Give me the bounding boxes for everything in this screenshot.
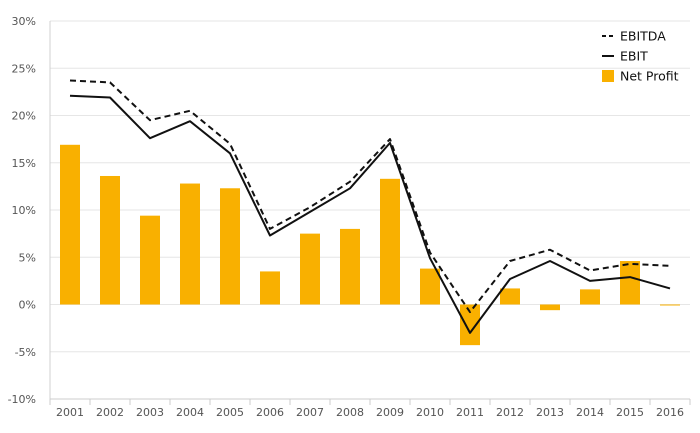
x-tick-label: 2016 [656,406,684,419]
net-profit-bar [260,271,280,305]
x-tick-label: 2004 [176,406,204,419]
x-tick-label: 2013 [536,406,564,419]
x-tick-label: 2006 [256,406,284,419]
y-tick-label: 20% [12,110,36,123]
x-tick-label: 2001 [56,406,84,419]
ebit-line [69,94,671,334]
y-tick-label: 10% [12,204,36,217]
x-tick-label: 2002 [96,406,124,419]
net-profit-bar [60,144,80,305]
legend: EBITDA EBIT Net Profit [602,29,679,84]
y-tick-label: 30% [12,15,36,28]
x-tick-label: 2010 [416,406,444,419]
y-tick-label: 25% [12,62,36,75]
net-profit-bar [380,178,400,305]
x-tick-label: 2007 [296,406,324,419]
y-tick-label: -10% [8,393,36,406]
net-profit-bar [340,228,360,305]
x-tick-label: 2015 [616,406,644,419]
x-tick-label: 2012 [496,406,524,419]
legend-label-ebitda: EBITDA [620,29,666,44]
net-profit-bar [180,183,200,305]
x-tick-label: 2003 [136,406,164,419]
legend-label-ebit: EBIT [620,49,648,64]
x-tick-label: 2005 [216,406,244,419]
gridlines [50,20,690,400]
net-profit-bar [500,288,520,305]
net-profit-bar [620,261,640,305]
x-tick-label: 2014 [576,406,604,419]
y-tick-label: 0% [19,299,36,312]
x-tick-label: 2008 [336,406,364,419]
ebitda-line [69,79,671,314]
net-profit-bars [60,144,680,346]
net-profit-bar [540,304,560,311]
x-tick-label: 2009 [376,406,404,419]
net-profit-bar [300,233,320,305]
legend-label-net-profit: Net Profit [620,69,679,84]
y-tick-label: 5% [19,251,36,264]
net-profit-bar [420,268,440,305]
y-tick-label: -5% [15,346,36,359]
line-series [69,79,671,334]
axes: -10% -5% 0% 5% 10% 15% 20% 25% 30% 2001 2002 2003 20… [8,15,691,419]
net-profit-bar [140,215,160,305]
net-profit-bar [100,175,120,305]
net-profit-bar [220,188,240,305]
x-tick-label: 2011 [456,406,484,419]
net-profit-bar [580,289,600,305]
legend-swatch-net-profit [602,70,614,82]
net-profit-bar [460,304,480,346]
y-tick-label: 15% [12,157,36,170]
net-profit-bar [660,304,680,306]
